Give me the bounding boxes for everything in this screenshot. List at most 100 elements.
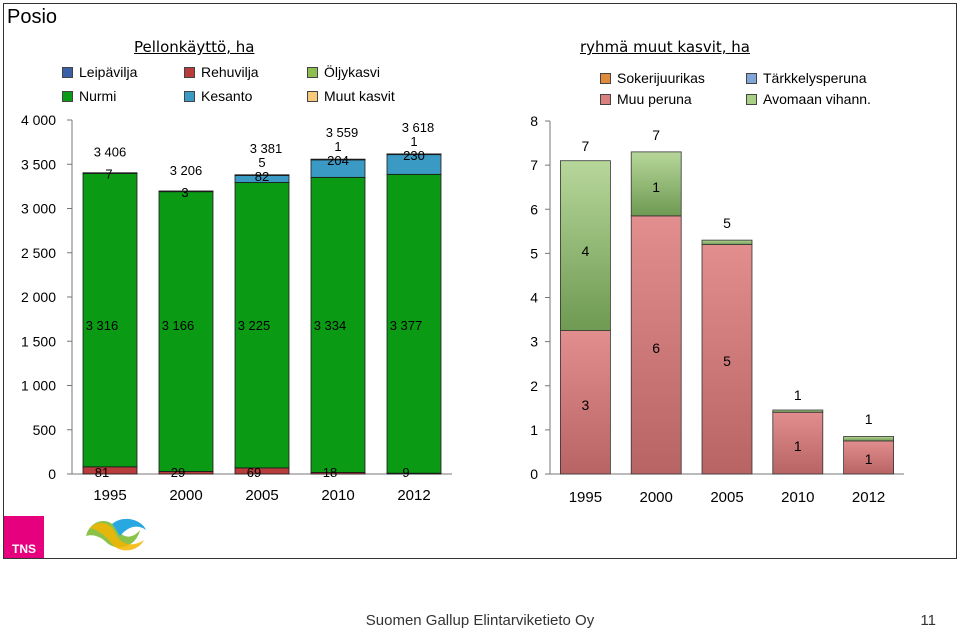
y-tick-label: 2 000	[21, 289, 56, 305]
charts-canvas: 0 500 1 000 1 500 2 000 2 500 3 000 3 500 4 000 1…	[21, 112, 904, 551]
legend-tarkkelysperuna: Tärkkelysperuna	[746, 70, 867, 86]
total-label: 3 559	[326, 125, 359, 140]
footer-text: Suomen Gallup Elintarviketieto Oy	[365, 612, 595, 629]
bar-segment	[386, 173, 442, 474]
legend-leipavilja: Leipävilja	[62, 64, 137, 80]
left-chart: 0 500 1 000 1 500 2 000 2 500 3 000 3 500 4 000 1…	[21, 112, 452, 504]
bar-segment	[701, 239, 753, 245]
x-tick-label: 2000	[640, 489, 673, 506]
y-tick-label: 4 000	[21, 112, 56, 128]
bar-segment	[843, 440, 894, 475]
left-chart-title: Pellonkäyttö, ha	[134, 38, 255, 56]
data-label: 1	[410, 134, 417, 149]
total-label: 5	[723, 215, 731, 231]
legend-swatch	[184, 90, 195, 102]
data-label: 204	[327, 153, 349, 168]
bar-segment	[158, 190, 214, 193]
x-tick-label: 2010	[321, 487, 354, 504]
legend-sokerijuurikas: Sokerijuurikas	[600, 70, 705, 86]
total-label: 3 618	[402, 120, 435, 135]
x-tick-label: 2005	[710, 489, 743, 506]
legend-label: Muu peruna	[617, 91, 692, 107]
total-label: 3 406	[94, 145, 127, 160]
bar-segment	[630, 151, 682, 217]
legend-swatch	[62, 66, 73, 78]
legend-muut-kasvit: Muut kasvit	[307, 88, 395, 104]
bar-segment	[772, 411, 824, 475]
y-tick-label: 3 500	[21, 156, 56, 172]
legend-swatch	[600, 72, 611, 84]
legend-kesanto: Kesanto	[184, 88, 252, 104]
data-label: 9	[402, 465, 409, 480]
x-tick-label: 2000	[169, 487, 202, 504]
x-tick-label: 1995	[93, 487, 126, 504]
bar-segment	[82, 466, 138, 475]
logo-swoosh-blue	[112, 518, 146, 536]
data-label: 4	[582, 243, 590, 259]
y-tick-label: 500	[33, 422, 57, 438]
y-tick-label: 1 000	[21, 378, 56, 394]
bar-segment	[701, 244, 753, 475]
bar-segment	[772, 409, 824, 413]
bar-segment	[386, 153, 442, 156]
data-label: 3 166	[162, 318, 195, 333]
legend-label: Sokerijuurikas	[617, 70, 705, 86]
partner-logo	[86, 518, 146, 551]
bar-segment	[843, 436, 894, 442]
right-chart: 0 1 2 3 4 5 6 7 8 1995 2000 2005 2010 2012 3 4 7 6 1 7 5 5 1 1 1…	[530, 113, 904, 506]
bar-segment	[310, 158, 366, 161]
y-tick-label: 0	[48, 466, 56, 482]
legend-avomaan-vihannekset: Avomaan vihann.	[746, 91, 871, 107]
bar-segment	[158, 190, 214, 472]
y-tick-label: 4	[530, 290, 538, 306]
data-label: 82	[255, 169, 269, 184]
bar-segment	[310, 176, 366, 473]
bar-segment	[234, 467, 290, 475]
data-label: 1	[334, 139, 341, 154]
x-tick-label: 2005	[245, 487, 278, 504]
bar-segment	[560, 160, 611, 331]
y-tick-label: 1 500	[21, 333, 56, 349]
total-label: 3 381	[250, 141, 283, 156]
data-label: 3 225	[238, 318, 271, 333]
data-label: 1	[652, 179, 660, 195]
bar-segment	[560, 330, 611, 475]
x-tick-label: 2012	[397, 487, 430, 504]
x-tick-label: 2012	[852, 489, 885, 506]
legend-label: Kesanto	[201, 88, 253, 104]
legend-swatch	[746, 93, 757, 105]
y-tick-label: 8	[530, 113, 538, 129]
total-label: 7	[652, 127, 660, 143]
total-label: 3 206	[170, 163, 203, 178]
y-tick-label: 2 500	[21, 245, 56, 261]
data-label: 5	[723, 353, 731, 369]
x-tick-label: 1995	[569, 489, 602, 506]
legend-label: Muut kasvit	[324, 88, 395, 104]
data-label: 18	[323, 465, 337, 480]
legend-nurmi: Nurmi	[62, 88, 116, 104]
data-label: 81	[95, 465, 109, 480]
bar-segment	[82, 172, 138, 174]
legend-label: Rehuvilja	[201, 64, 259, 80]
y-tick-label: 3	[530, 334, 538, 350]
data-label: 3	[181, 185, 188, 200]
y-tick-label: 7	[530, 157, 538, 173]
bar-segment	[82, 172, 138, 468]
tns-logo: TNS	[4, 516, 44, 558]
data-label: 3 316	[86, 318, 119, 333]
total-label: 1	[865, 411, 873, 427]
y-tick-label: 1	[530, 422, 538, 438]
x-tick-label: 2010	[781, 489, 814, 506]
total-label: 7	[582, 138, 590, 154]
legend-label: Öljykasvi	[324, 64, 381, 80]
data-label: 3	[582, 397, 590, 413]
legend-muu-peruna: Muu peruna	[600, 91, 692, 107]
legend-swatch	[307, 90, 318, 102]
legend-label: Leipävilja	[79, 64, 138, 80]
bar-segment	[630, 215, 682, 475]
data-label: 69	[247, 465, 261, 480]
y-tick-label: 3 000	[21, 201, 56, 217]
right-chart-title: ryhmä muut kasvit, ha	[580, 38, 750, 56]
data-label: 6	[652, 340, 660, 356]
legend-label: Avomaan vihann.	[763, 91, 871, 107]
